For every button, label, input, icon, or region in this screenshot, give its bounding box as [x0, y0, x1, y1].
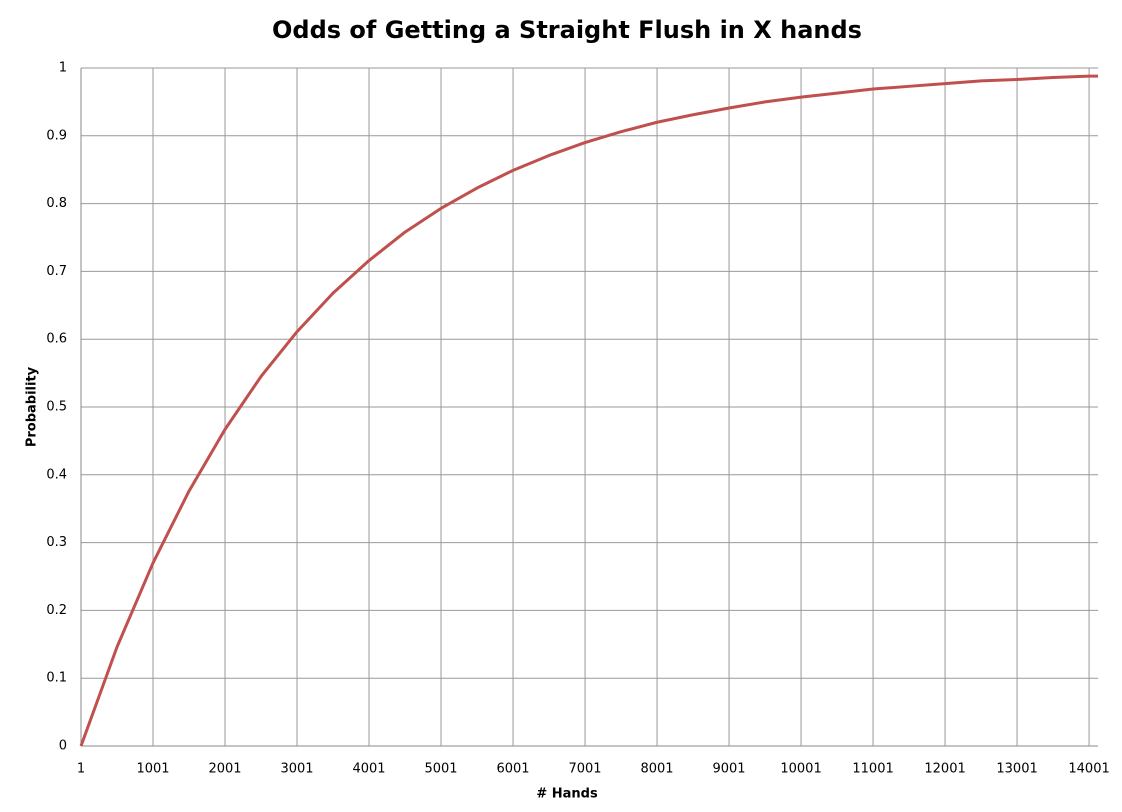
y-tick-label: 0.2	[46, 603, 67, 618]
x-tick-label: 7001	[568, 762, 601, 777]
x-tick-label: 4001	[352, 762, 385, 777]
y-tick-label: 0.9	[46, 128, 67, 143]
y-tick-label: 0.8	[46, 196, 67, 211]
x-tick-label: 2001	[208, 762, 241, 777]
x-tick-label: 10001	[780, 762, 821, 777]
y-tick-label: 0.6	[46, 332, 67, 347]
x-tick-label: 12001	[924, 762, 965, 777]
x-tick-label: 9001	[712, 762, 745, 777]
x-tick-label: 1001	[136, 762, 169, 777]
x-tick-label: 5001	[424, 762, 457, 777]
x-tick-label: 13001	[996, 762, 1037, 777]
x-tick-label: 3001	[280, 762, 313, 777]
y-tick-label: 0.4	[46, 467, 67, 482]
data-line	[79, 74, 1098, 747]
x-tick-label: 6001	[496, 762, 529, 777]
y-tick-label: 1	[59, 61, 67, 76]
y-tick-label: 0.7	[46, 264, 67, 279]
x-tick-label: 14001	[1068, 762, 1109, 777]
chart-title: Odds of Getting a Straight Flush in X ha…	[272, 16, 862, 44]
x-tick-label: 1	[77, 762, 85, 777]
x-tick-label: 11001	[852, 762, 893, 777]
y-tick-label: 0.3	[46, 535, 67, 550]
y-tick-label: 0	[59, 739, 67, 754]
y-axis-label: Probability	[25, 366, 40, 447]
x-tick-label: 8001	[640, 762, 673, 777]
x-axis-label: # Hands	[536, 787, 598, 802]
y-tick-label: 0.1	[46, 671, 67, 686]
y-tick-label: 0.5	[46, 400, 67, 415]
